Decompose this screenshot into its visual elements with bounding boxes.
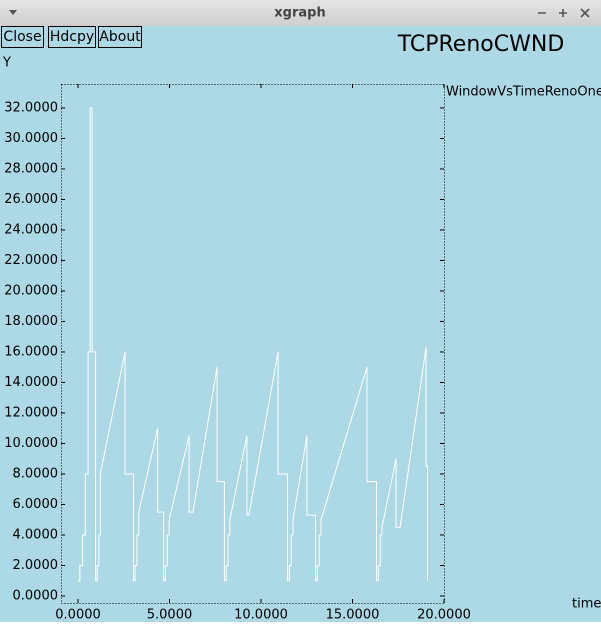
x-tick-label: 20.0000 [417, 608, 471, 623]
x-tick-label: 15.0000 [326, 608, 380, 623]
plot-frame [61, 84, 445, 604]
y-tick-label: 20.0000 [4, 283, 58, 298]
x-tick-label: 10.0000 [234, 608, 288, 623]
close-button[interactable] [1, 26, 44, 48]
y-tick-label: 18.0000 [4, 314, 58, 329]
hdcpy-label[interactable]: Hdcpy [50, 29, 94, 45]
chart-title: TCPRenoCWND [397, 32, 565, 57]
y-tick-label: 6.0000 [13, 497, 59, 512]
y-tick-label: 26.0000 [4, 192, 58, 207]
y-tick-label: 4.0000 [13, 527, 59, 542]
window-menu[interactable] [9, 10, 17, 15]
y-tick-label: 22.0000 [4, 253, 58, 268]
y-tick-label: 0.0000 [13, 588, 59, 603]
hdcpy-button[interactable] [48, 26, 96, 48]
y-tick-label: 2.0000 [13, 558, 59, 573]
y-tick-label: 12.0000 [4, 405, 58, 420]
x-tick-label: 5.0000 [147, 608, 193, 623]
y-tick-label: 32.0000 [4, 100, 58, 115]
y-tick-label: 10.0000 [4, 436, 58, 451]
y-tick-label: 14.0000 [4, 375, 58, 390]
x-axis-label: time [572, 597, 601, 612]
about-label[interactable]: About [99, 29, 141, 45]
y-tick-label: 30.0000 [4, 131, 58, 146]
legend-entry: WindowVsTimeRenoOne [446, 85, 601, 100]
y-tick-label: 8.0000 [13, 466, 59, 481]
title-bar [0, 0, 601, 26]
data-line [78, 107, 429, 582]
window-title: xgraph [274, 6, 325, 21]
x-tick-label: 0.0000 [55, 608, 101, 623]
y-axis-label: Y [2, 56, 11, 71]
y-tick-label: 24.0000 [4, 222, 58, 237]
y-tick-label: 16.0000 [4, 344, 58, 359]
y-tick-label: 28.0000 [4, 161, 58, 176]
about-button[interactable] [98, 26, 142, 48]
window-controls[interactable] [538, 8, 590, 18]
close-label[interactable]: Close [3, 29, 41, 45]
